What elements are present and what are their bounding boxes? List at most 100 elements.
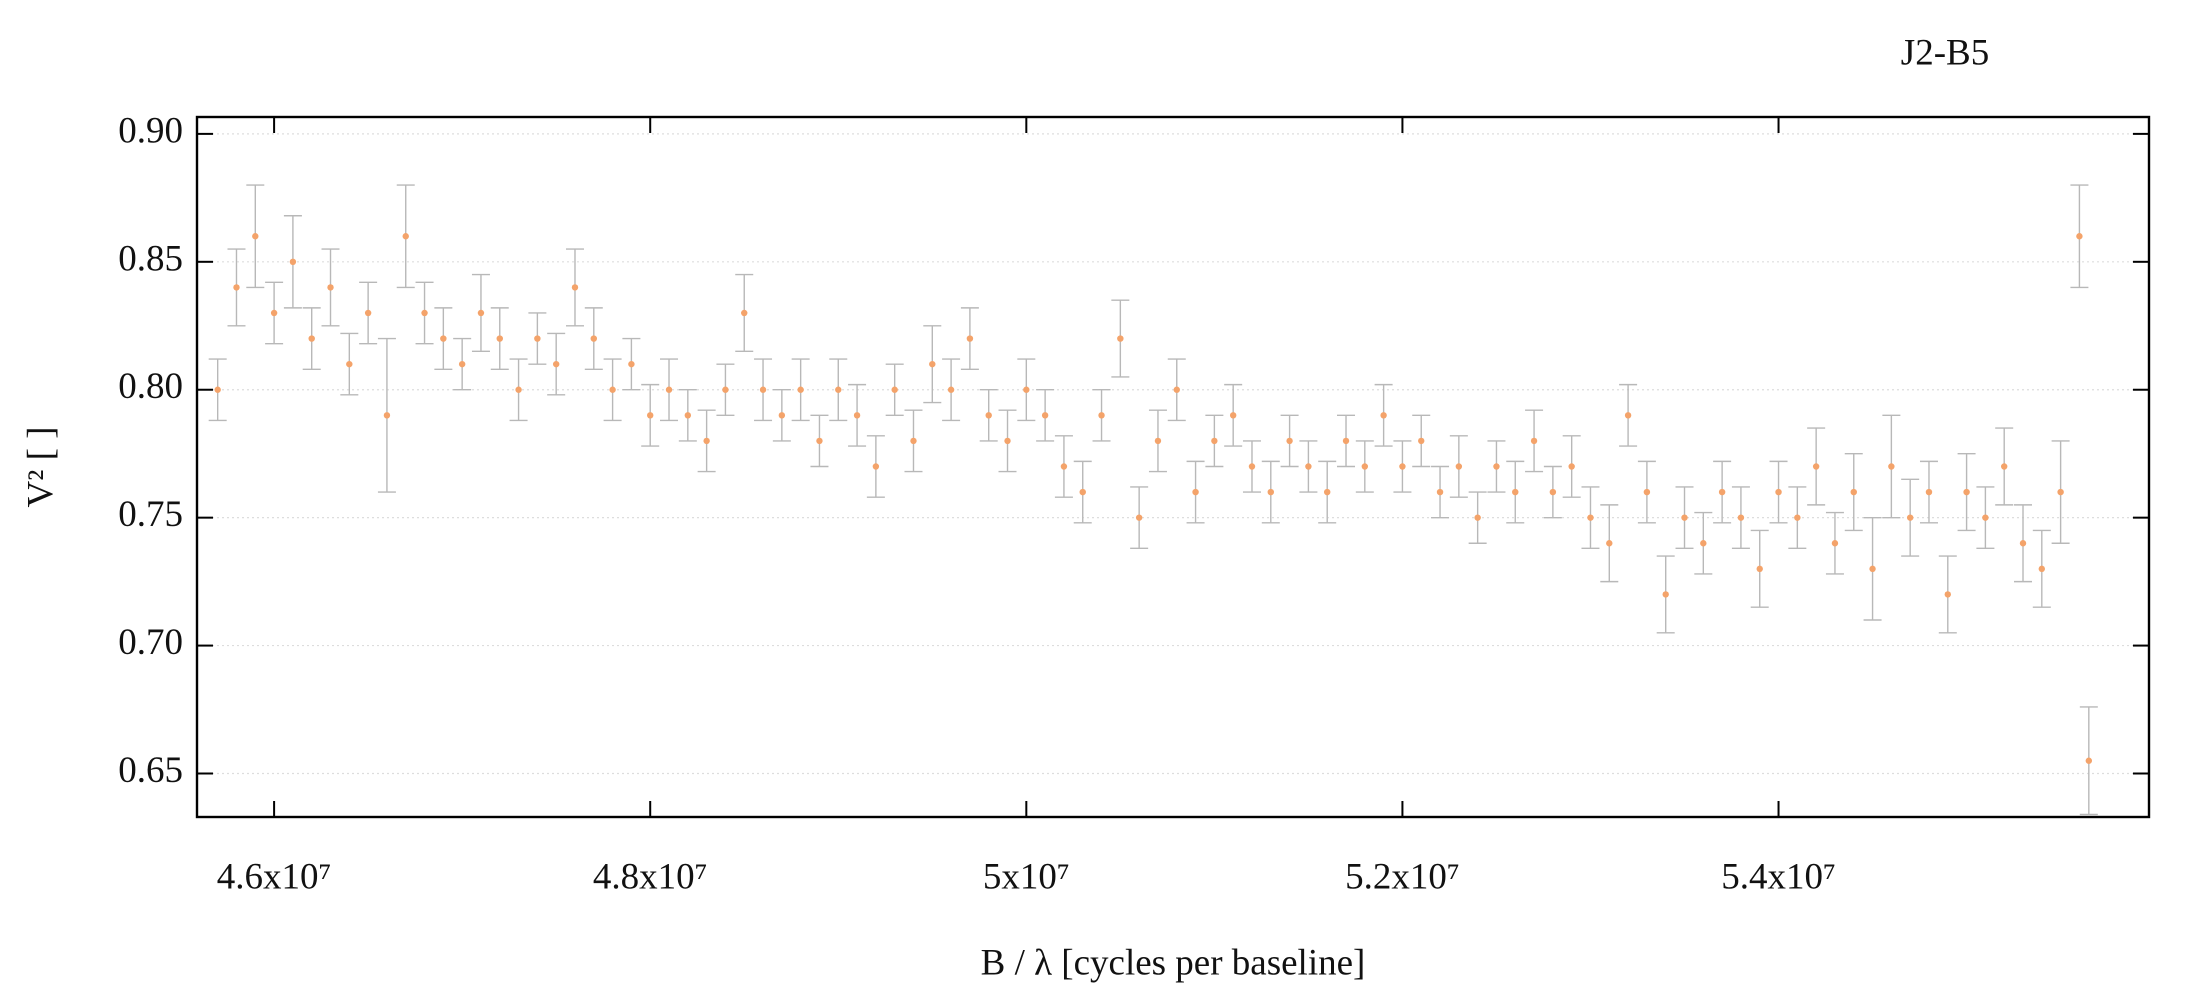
point (2019, 540, 2027, 547)
point (835, 386, 842, 393)
point (1530, 437, 1538, 445)
point (214, 386, 221, 393)
point (1324, 488, 1331, 496)
point (1700, 540, 1707, 547)
x-tick-label: 4.6x10⁷ (217, 856, 332, 897)
point (1888, 463, 1895, 470)
point (1982, 514, 1989, 521)
point (1211, 437, 1218, 445)
point (590, 335, 597, 342)
point (346, 360, 353, 368)
point (1606, 540, 1613, 547)
point (1587, 514, 1594, 521)
point (1869, 565, 1876, 573)
point (421, 309, 428, 317)
point (2038, 565, 2046, 573)
point (684, 412, 692, 419)
point (458, 360, 466, 368)
point (515, 386, 522, 393)
point (797, 386, 804, 393)
point (1775, 488, 1782, 496)
point (383, 412, 391, 419)
point (1756, 565, 1763, 573)
point (759, 386, 767, 393)
point (1850, 488, 1857, 496)
point (1737, 514, 1745, 521)
point (1098, 412, 1105, 419)
point (1474, 514, 1481, 521)
point (308, 335, 315, 342)
point (966, 335, 974, 342)
point (1229, 412, 1237, 419)
y-tick-label: 0.65 (118, 750, 183, 791)
y-tick-label: 0.90 (118, 110, 183, 151)
plot-frame (195, 115, 2151, 819)
point (496, 335, 503, 342)
point (1718, 488, 1726, 496)
point (1963, 488, 1970, 496)
point (1286, 437, 1293, 445)
point (1135, 514, 1143, 521)
point (2076, 233, 2083, 240)
x-tick-label: 4.8x10⁷ (593, 856, 708, 897)
point (1267, 488, 1274, 496)
point (1117, 335, 1124, 342)
point (1305, 463, 1312, 470)
point (2085, 757, 2093, 764)
point (2000, 463, 2008, 470)
point (1361, 463, 1369, 470)
point (985, 412, 992, 419)
point (289, 258, 297, 266)
point (1455, 463, 1463, 470)
point (534, 335, 541, 342)
point (609, 386, 616, 393)
point (1248, 463, 1256, 470)
point (1060, 463, 1068, 470)
point (364, 309, 372, 317)
point (1831, 540, 1839, 547)
point (1944, 591, 1951, 598)
point (1906, 514, 1914, 521)
point (891, 386, 898, 393)
point (1004, 437, 1011, 445)
x-tick-label: 5.4x10⁷ (1721, 856, 1836, 897)
point (1925, 488, 1933, 496)
point (1643, 488, 1651, 496)
point (1154, 437, 1162, 445)
y-tick-label: 0.85 (118, 238, 183, 279)
point (947, 386, 955, 393)
point (910, 437, 917, 445)
point (1418, 437, 1425, 445)
point (1549, 488, 1557, 496)
point (722, 386, 729, 393)
point (929, 360, 936, 368)
point (1380, 412, 1387, 419)
point (252, 233, 259, 240)
point (1624, 412, 1632, 419)
point (1512, 488, 1519, 496)
point (1173, 386, 1180, 393)
point (270, 309, 278, 317)
point (853, 412, 861, 419)
point (1079, 488, 1086, 496)
point (628, 360, 635, 368)
point (1812, 463, 1820, 470)
point (647, 412, 654, 419)
point (402, 233, 409, 240)
point (1493, 463, 1500, 470)
point (741, 309, 748, 317)
point (1568, 463, 1575, 470)
point (552, 360, 560, 368)
point (2057, 488, 2064, 496)
point (1041, 412, 1049, 419)
point (1399, 463, 1406, 470)
y-axis-label: V² [ ] (20, 427, 61, 508)
point (816, 437, 823, 445)
point (1342, 437, 1350, 445)
x-tick-label: 5.2x10⁷ (1345, 856, 1460, 897)
point (440, 335, 447, 342)
point (327, 284, 334, 291)
point (233, 284, 240, 291)
x-axis-label: B / λ [cycles per baseline] (981, 942, 1366, 983)
